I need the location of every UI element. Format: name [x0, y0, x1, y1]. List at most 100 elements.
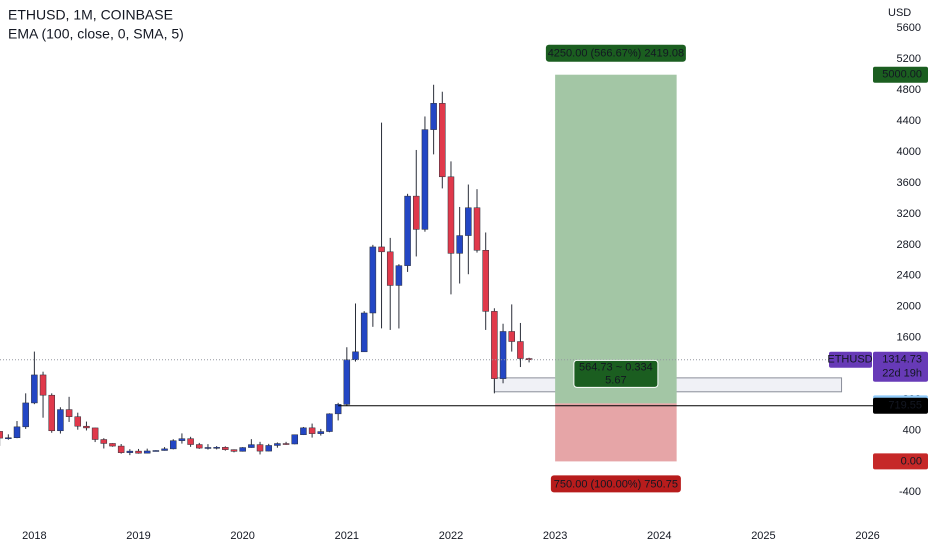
candle-body	[317, 431, 325, 434]
candle-body	[13, 426, 21, 438]
symbol-label: ETHUSD	[827, 354, 872, 366]
candle-body	[169, 440, 177, 450]
candle-body	[48, 394, 55, 432]
center-label: 5.67	[605, 374, 626, 386]
candle-body	[65, 409, 73, 417]
candle-body	[413, 195, 420, 230]
stop-label: 750.00 (100.00%) 750.75	[554, 478, 678, 490]
candle-body	[352, 351, 359, 361]
price-label-box	[873, 453, 928, 470]
candle-body	[248, 444, 255, 448]
x-tick-label: 2018	[22, 530, 46, 542]
candle-body	[135, 450, 142, 454]
price-label-box	[873, 66, 928, 83]
candle-body	[222, 447, 229, 450]
candle-body	[395, 265, 403, 286]
candle-body	[230, 449, 238, 452]
candle-body	[343, 359, 351, 405]
target-label-box	[545, 44, 686, 62]
candle-body	[39, 374, 47, 396]
y-tick-label: 3200	[897, 208, 921, 220]
chart-subtitle: EMA (100, close, 0, SMA, 5)	[8, 26, 184, 42]
symbol-box	[829, 351, 872, 368]
candle-body	[100, 439, 108, 444]
candle-body	[378, 246, 385, 253]
candle-body	[326, 413, 333, 432]
candle-body	[282, 443, 290, 445]
candle-body	[213, 447, 220, 449]
candle-body	[256, 444, 264, 452]
x-tick-label: 2022	[439, 530, 463, 542]
y-tick-label: 2400	[897, 270, 921, 282]
price-label: 719.55	[888, 400, 922, 412]
candle-body	[187, 438, 194, 445]
profit-zone	[555, 74, 677, 404]
y-tick-label: 1600	[897, 332, 921, 344]
candle-body	[439, 103, 446, 178]
stop-label-box	[550, 475, 681, 493]
y-tick-label: -400	[899, 486, 921, 498]
x-tick-label: 2021	[335, 530, 359, 542]
candle-body	[465, 207, 472, 236]
candle-body	[508, 331, 515, 342]
chart-title: ETHUSD, 1M, COINBASE	[8, 7, 173, 23]
candle-body	[369, 246, 377, 314]
price-label: 5000.00	[882, 69, 922, 81]
candle-body	[22, 402, 29, 428]
candle-body	[300, 427, 307, 435]
candle-body	[239, 447, 246, 452]
candle-body	[117, 445, 125, 453]
candle-body	[482, 250, 489, 312]
candle-body	[126, 450, 134, 453]
candle-body	[109, 443, 116, 447]
price-label-box	[873, 397, 928, 414]
candle-body	[161, 448, 168, 451]
x-tick-label: 2019	[126, 530, 150, 542]
candle-body	[360, 312, 368, 353]
y-tick-label: 5200	[897, 53, 921, 65]
loss-zone	[555, 403, 677, 462]
candle-body	[386, 251, 394, 286]
y-tick-label: 5600	[897, 22, 921, 34]
candle-body	[473, 207, 481, 251]
target-label: 4250.00 (566.67%) 2419.08	[548, 48, 684, 60]
center-label: 564.73 ~ 0.334	[579, 361, 653, 373]
candle-body	[0, 431, 3, 439]
x-tick-label: 2024	[647, 530, 671, 542]
candle-body	[525, 358, 533, 360]
last-price-label: 1314.73	[882, 354, 922, 366]
candle-body	[204, 447, 212, 449]
candle-body	[196, 444, 203, 449]
y-axis-label: USD	[888, 7, 911, 19]
candle-body	[91, 427, 99, 440]
price-label: 0.00	[901, 455, 922, 467]
y-tick-label: 2800	[897, 239, 921, 251]
y-tick-label: 400	[903, 424, 921, 436]
y-tick-label: 4400	[897, 115, 921, 127]
y-tick-label: 4800	[897, 84, 921, 96]
candle-body	[491, 311, 498, 379]
x-tick-label: 2020	[230, 530, 254, 542]
candle-body	[143, 450, 151, 454]
candle-body	[308, 427, 316, 434]
candle-body	[447, 176, 455, 254]
candle-body	[31, 374, 38, 404]
candle-body	[178, 438, 186, 441]
candle-body	[265, 445, 272, 452]
candle-body	[291, 434, 298, 445]
candle-body	[334, 404, 342, 415]
candle-body	[430, 103, 437, 130]
candle-body	[57, 409, 64, 432]
candle-body	[5, 437, 12, 439]
x-tick-label: 2026	[855, 530, 879, 542]
candle-body	[517, 341, 524, 359]
y-tick-label: 3600	[897, 177, 921, 189]
candle-body	[456, 235, 463, 254]
candle-body	[74, 416, 82, 427]
candle-body	[499, 331, 507, 379]
candle-body	[421, 129, 429, 230]
last-price-box	[873, 351, 928, 382]
countdown-label: 22d 19h	[882, 368, 922, 380]
x-tick-label: 2025	[751, 530, 775, 542]
